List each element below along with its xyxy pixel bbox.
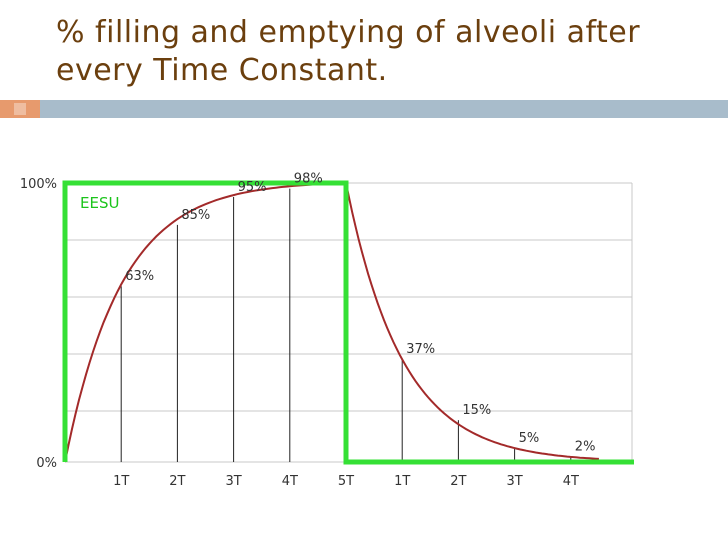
x-tick-label: 1T (113, 474, 129, 489)
percent-label: 85% (181, 208, 210, 223)
y-tick-label: 100% (20, 177, 57, 192)
x-axis-labels: 1T 2T 3T 4T 5T 1T 2T 3T 4T (113, 474, 579, 489)
percent-label: 15% (462, 403, 491, 418)
time-constant-chart: 100% 0% 1T 2T 3T 4T 5T 1T 2T 3T 4T 63% 85% 95% 98% 37… (20, 172, 634, 489)
eesu-label: EESU (80, 194, 119, 212)
x-tick-label: 4T (282, 474, 298, 489)
curve-line (64, 181, 599, 463)
x-tick-label: 2T (450, 474, 466, 489)
x-tick-label: 2T (169, 474, 185, 489)
percent-label: 95% (238, 180, 267, 195)
percent-label: 2% (575, 439, 596, 454)
drop-lines (120, 188, 572, 462)
percent-label: 37% (406, 342, 435, 357)
x-tick-label: 5T (338, 474, 354, 489)
eesu-box (62, 180, 634, 465)
x-tick-label: 1T (394, 474, 410, 489)
percent-labels: 63% 85% 95% 98% 37% 15% 5% 2% (125, 172, 595, 455)
y-axis-labels: 100% 0% (20, 177, 57, 471)
accent-square (0, 100, 40, 118)
percent-label: 63% (125, 269, 154, 284)
x-tick-label: 3T (225, 474, 241, 489)
y-tick-label: 0% (36, 456, 57, 471)
x-tick-label: 4T (563, 474, 579, 489)
page-title: % filling and emptying of alveoli after … (56, 15, 641, 88)
accent-bar (40, 100, 728, 118)
percent-label: 5% (519, 431, 540, 446)
percent-label: 98% (294, 172, 323, 187)
x-tick-label: 3T (506, 474, 522, 489)
